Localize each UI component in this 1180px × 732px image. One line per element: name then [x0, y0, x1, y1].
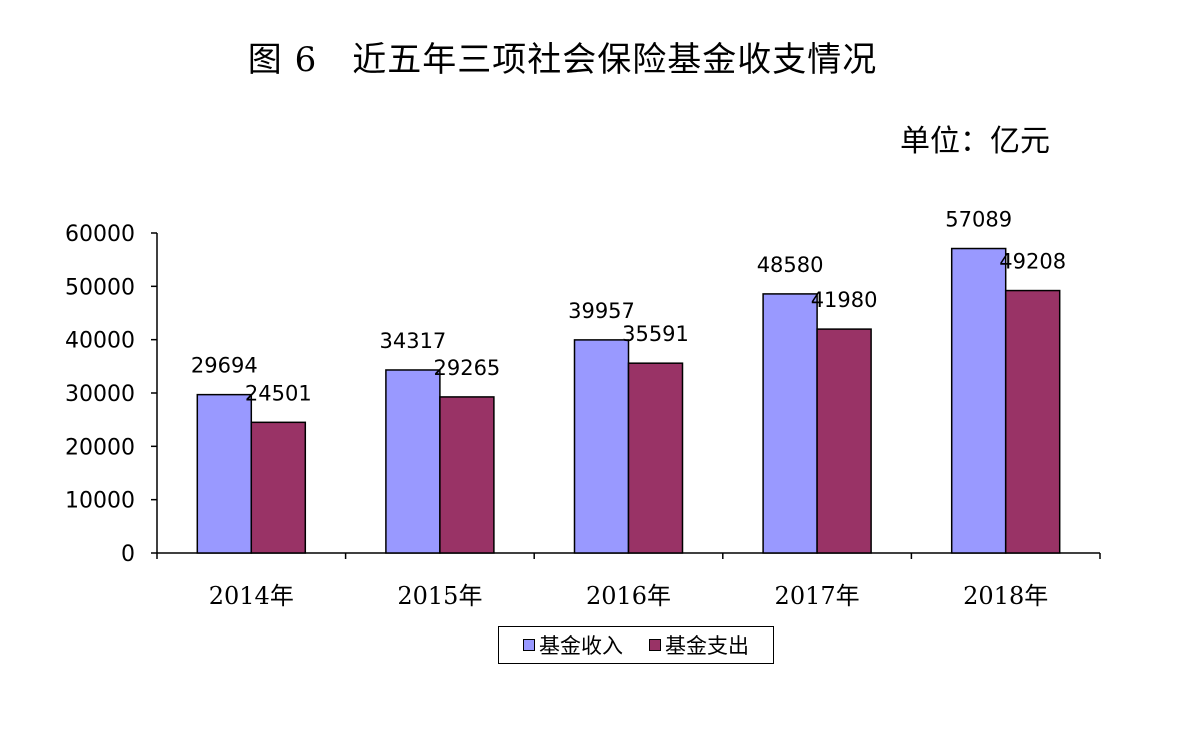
bar-income: [385, 369, 441, 554]
x-category-label: 2016年: [586, 582, 671, 610]
legend-item-income: 基金收入: [523, 630, 623, 660]
legend-label-income: 基金收入: [539, 634, 623, 658]
bar-expense: [250, 421, 307, 554]
y-tick-label: 40000: [65, 329, 135, 354]
legend-swatch-income: [523, 639, 535, 651]
data-label-expense: 41980: [811, 288, 878, 312]
data-label-income: 39957: [568, 299, 635, 323]
bar-expense: [1004, 289, 1061, 554]
chart-title: 图 6 近五年三项社会保险基金收支情况: [247, 40, 878, 80]
data-label-income: 48580: [757, 253, 824, 277]
data-label-income: 34317: [379, 329, 446, 353]
y-tick-label: 50000: [65, 275, 135, 300]
bar-chart: 0 10000 20000 30000 40000 50000 60000 29694 245…: [65, 208, 1101, 610]
x-category-label: 2018年: [963, 582, 1048, 610]
bar-income: [950, 247, 1007, 554]
bar-expense: [627, 362, 684, 554]
bar-income: [196, 393, 253, 554]
y-tick-label: 30000: [65, 382, 135, 407]
y-tick-label: 10000: [65, 489, 135, 514]
legend-swatch-expense: [649, 639, 661, 651]
data-label-income: 57089: [945, 208, 1012, 232]
legend-label-expense: 基金支出: [665, 634, 749, 658]
x-category-label: 2017年: [775, 582, 860, 610]
data-label-expense: 29265: [433, 356, 500, 380]
y-tick-label: 0: [121, 542, 135, 567]
data-label-expense: 49208: [999, 250, 1066, 274]
data-label-income: 29694: [191, 354, 258, 378]
x-category-label: 2015年: [397, 582, 482, 610]
unit-label: 单位：亿元: [900, 124, 1050, 159]
x-category-label: 2014年: [209, 582, 294, 610]
bar-income: [762, 293, 818, 554]
bar-income: [573, 339, 630, 554]
y-tick-label: 20000: [65, 435, 135, 460]
legend-item-expense: 基金支出: [649, 630, 749, 660]
data-label-expense: 24501: [245, 381, 312, 405]
bar-expense: [816, 328, 872, 554]
data-label-expense: 35591: [622, 322, 689, 346]
legend: 基金收入 基金支出: [498, 626, 774, 664]
y-tick-label: 60000: [65, 222, 135, 247]
bar-expense: [439, 396, 495, 554]
